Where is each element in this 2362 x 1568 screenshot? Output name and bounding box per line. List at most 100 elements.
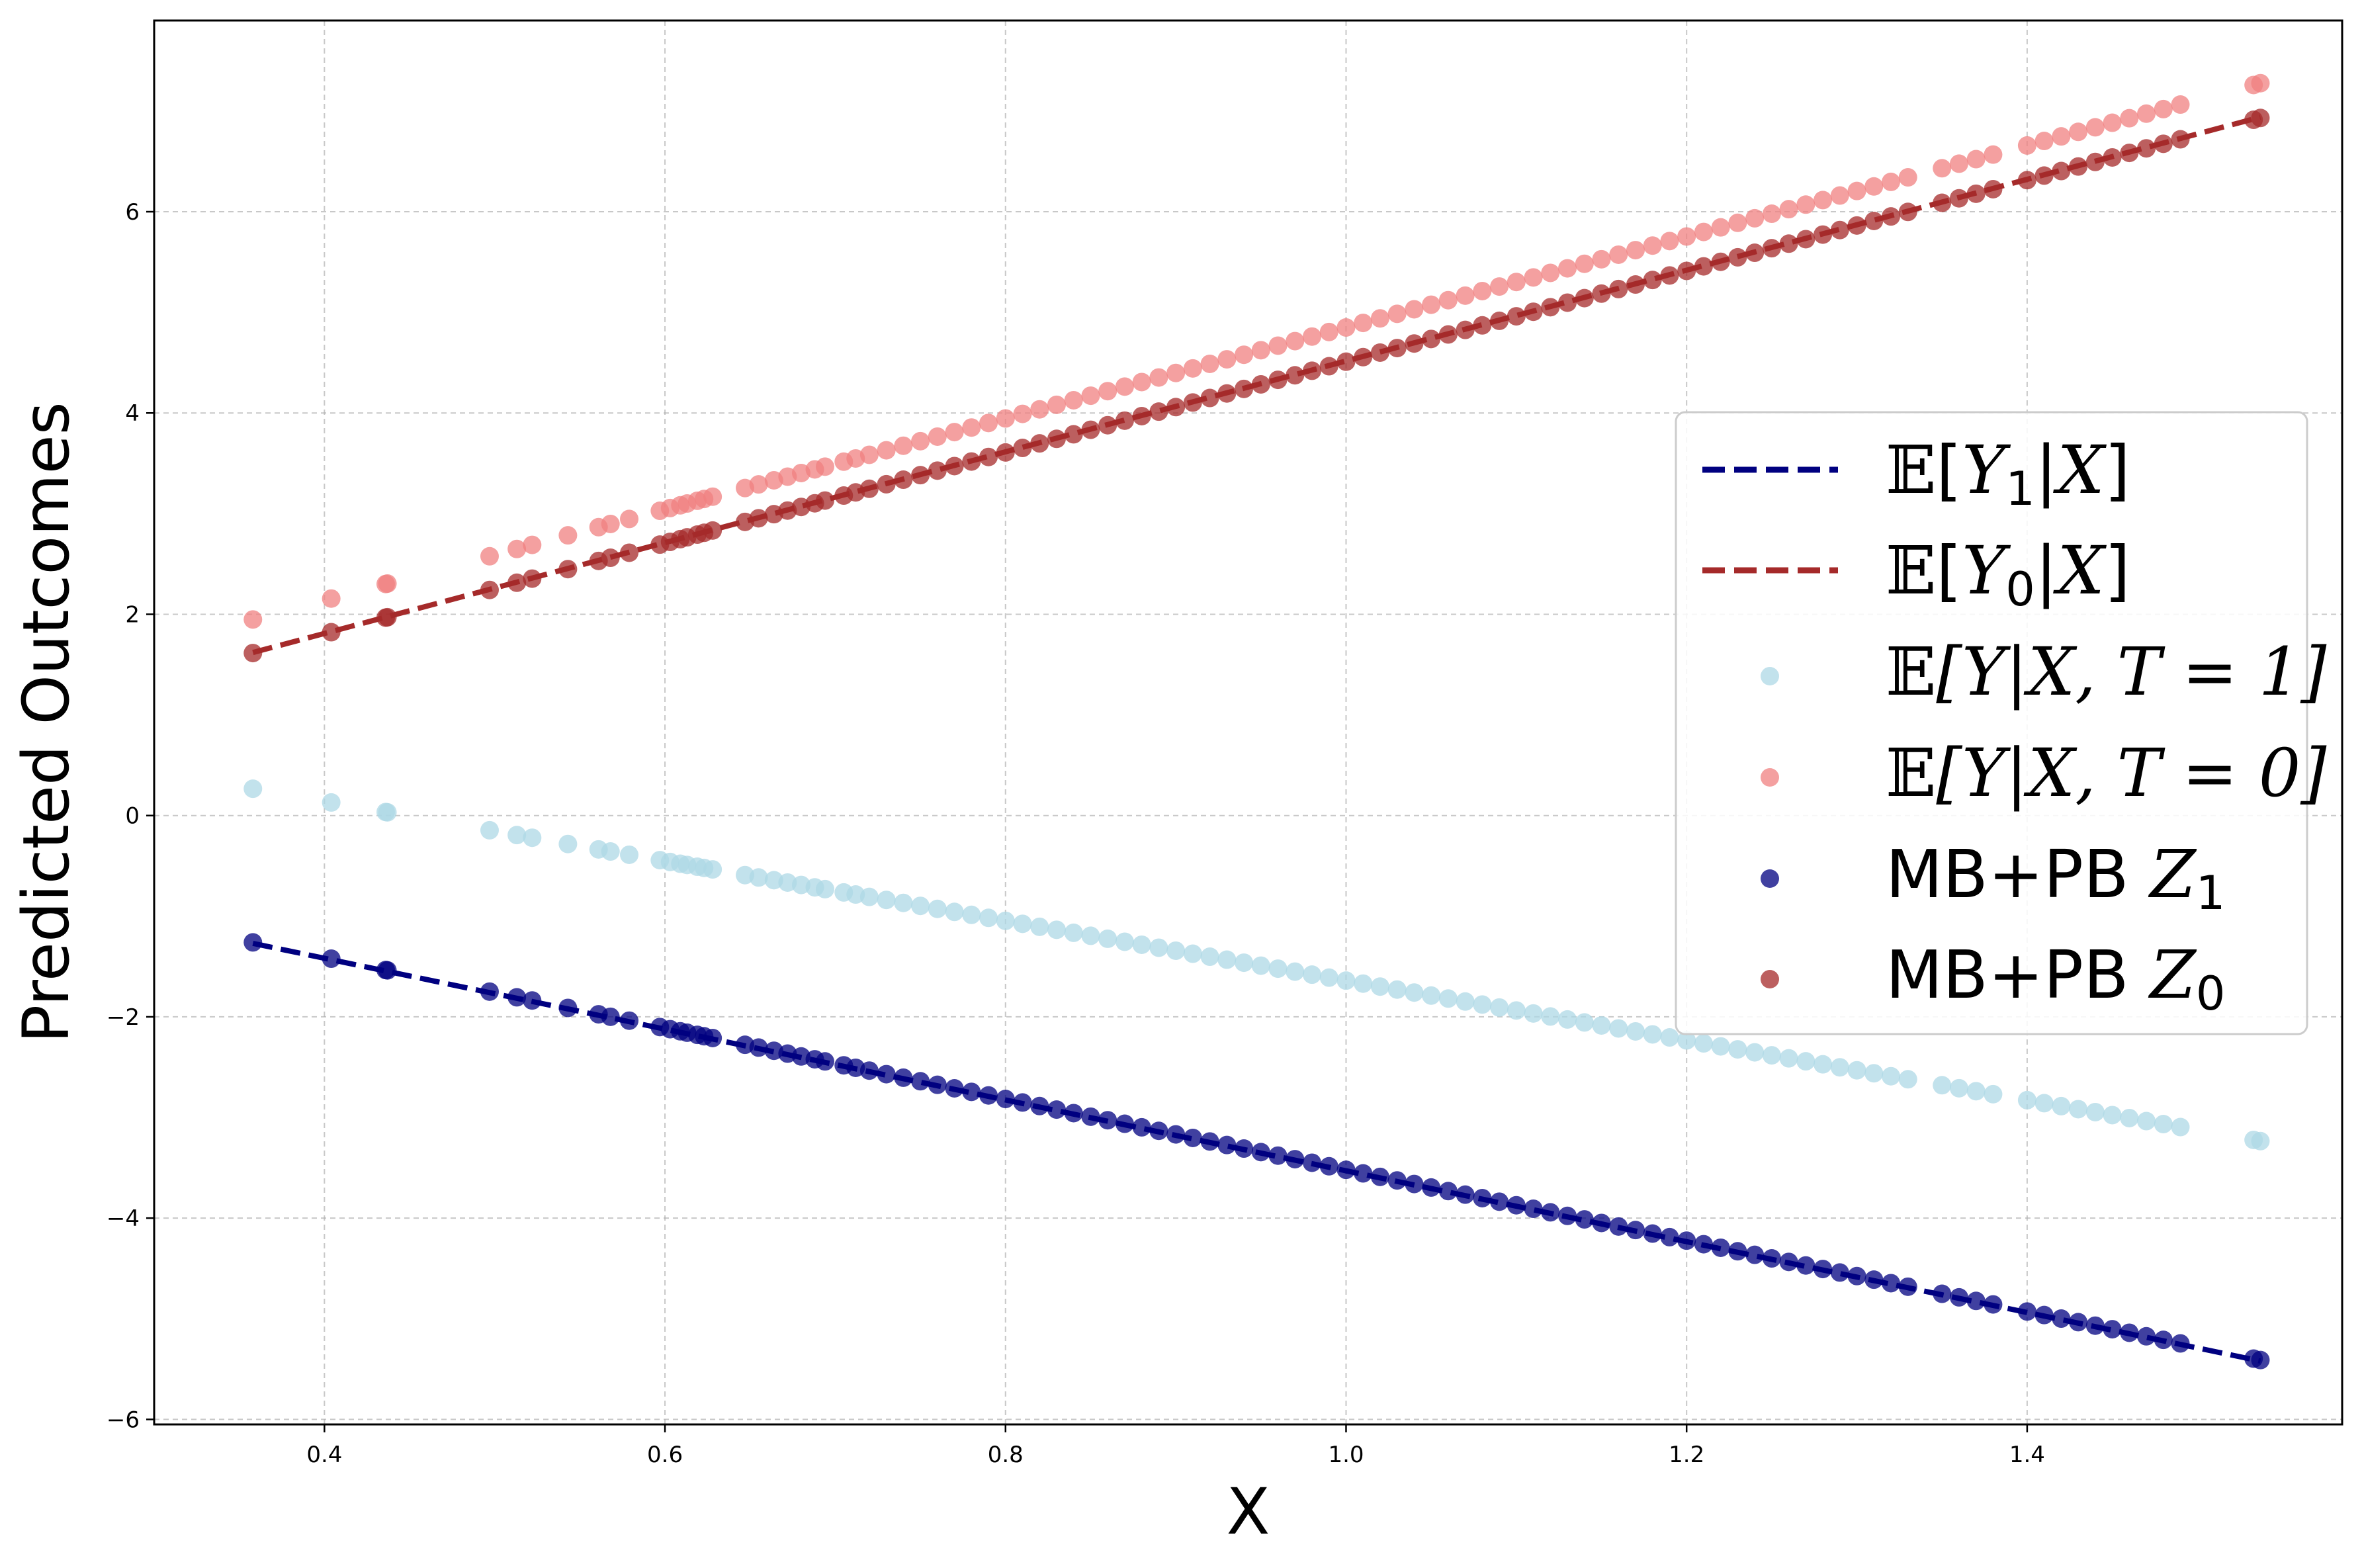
data-point: [1149, 368, 1168, 387]
legend-swatch-y-t0: [1761, 768, 1779, 787]
data-point: [1013, 439, 1032, 458]
data-point: [1456, 992, 1475, 1011]
legend-label-y0-line: 𝔼[Y0|X]: [1886, 532, 2130, 617]
data-point: [558, 526, 578, 545]
data-point: [791, 875, 810, 894]
data-point: [1694, 257, 1713, 276]
x-axis-title: X: [1227, 1475, 1270, 1549]
x-tick-label: 0.8: [988, 1442, 1024, 1468]
data-point: [1490, 998, 1509, 1017]
data-point: [1966, 150, 1986, 169]
data-point: [1507, 273, 1526, 292]
data-point: [703, 487, 722, 506]
data-point: [1183, 359, 1202, 378]
data-point: [1115, 411, 1134, 430]
x-tick-label: 1.4: [2009, 1442, 2045, 1468]
data-point: [1524, 268, 1543, 287]
data-point: [2137, 1111, 2156, 1131]
data-point: [778, 873, 797, 892]
data-point: [1677, 227, 1696, 246]
data-point: [1166, 941, 1186, 960]
data-point: [1268, 1146, 1288, 1165]
data-point: [1251, 956, 1270, 975]
data-point: [1064, 923, 1083, 942]
data-point: [1541, 263, 1560, 283]
data-point: [1490, 1192, 1509, 1211]
data-point: [2154, 1115, 2173, 1134]
data-point: [877, 891, 896, 910]
data-point: [1405, 300, 1424, 319]
y-axis: −6 −4 −2 0 2 4 6: [107, 199, 154, 1433]
legend-label-z1: MB+PB Z1: [1886, 836, 2225, 920]
data-point: [815, 457, 834, 476]
data-point: [1303, 327, 1322, 346]
data-point: [2017, 1090, 2036, 1110]
data-point: [1660, 1028, 1679, 1047]
data-point: [1030, 400, 1049, 419]
data-point: [815, 491, 834, 510]
data-point: [1115, 377, 1134, 396]
data-point: [1558, 259, 1577, 278]
data-point: [1030, 917, 1049, 936]
legend-swatch-y-t1: [1761, 667, 1779, 685]
data-point: [1882, 172, 1901, 191]
x-tick-label: 0.4: [306, 1442, 342, 1468]
data-point: [243, 644, 263, 663]
data-point: [2137, 104, 2156, 123]
data-point: [962, 418, 981, 437]
data-point: [1286, 331, 1305, 351]
data-point: [1081, 926, 1100, 945]
data-point: [1864, 1064, 1884, 1083]
data-point: [2085, 118, 2105, 137]
data-point: [2120, 1108, 2139, 1127]
data-point: [979, 414, 998, 433]
data-point: [928, 461, 947, 480]
data-point: [507, 539, 527, 558]
data-point: [1575, 1210, 1594, 1229]
data-point: [1643, 1025, 1662, 1044]
data-point: [877, 441, 896, 460]
data-point: [945, 902, 964, 922]
data-point: [2251, 1131, 2270, 1151]
data-point: [2103, 1320, 2122, 1339]
data-point: [1592, 249, 1611, 269]
data-point: [1473, 281, 1492, 300]
data-point: [846, 885, 865, 904]
data-point: [962, 905, 981, 924]
data-point: [736, 865, 755, 885]
data-point: [523, 828, 542, 848]
x-tick-label: 1.0: [1328, 1442, 1364, 1468]
data-point: [815, 879, 834, 898]
data-point: [1507, 1001, 1526, 1020]
data-point: [480, 820, 499, 840]
data-point: [979, 908, 998, 928]
data-point: [1796, 1256, 1815, 1275]
data-point: [1098, 929, 1117, 948]
data-point: [1694, 1034, 1713, 1053]
data-point: [1183, 944, 1202, 963]
data-point: [1438, 989, 1458, 1008]
data-point: [911, 431, 930, 451]
y-tick-label: 6: [125, 199, 140, 226]
data-point: [1882, 1274, 1901, 1293]
data-point: [1064, 390, 1083, 410]
data-point: [2171, 1117, 2190, 1137]
data-point: [1115, 932, 1134, 951]
legend-label-y-t0: 𝔼[Y|X, T = 0]: [1886, 734, 2327, 812]
data-point: [2052, 161, 2071, 181]
data-point: [945, 423, 964, 442]
data-point: [1456, 286, 1475, 305]
data-point: [1132, 372, 1151, 392]
data-point: [1473, 316, 1492, 335]
data-point: [558, 834, 578, 853]
data-point: [1336, 971, 1356, 990]
data-point: [620, 845, 639, 864]
data-point: [877, 1065, 896, 1084]
data-point: [1251, 341, 1270, 360]
data-point: [1592, 1016, 1611, 1035]
data-point: [996, 409, 1015, 428]
data-point: [1422, 295, 1441, 314]
data-point: [1047, 395, 1066, 414]
data-point: [1575, 254, 1594, 273]
data-point: [2069, 1100, 2088, 1119]
